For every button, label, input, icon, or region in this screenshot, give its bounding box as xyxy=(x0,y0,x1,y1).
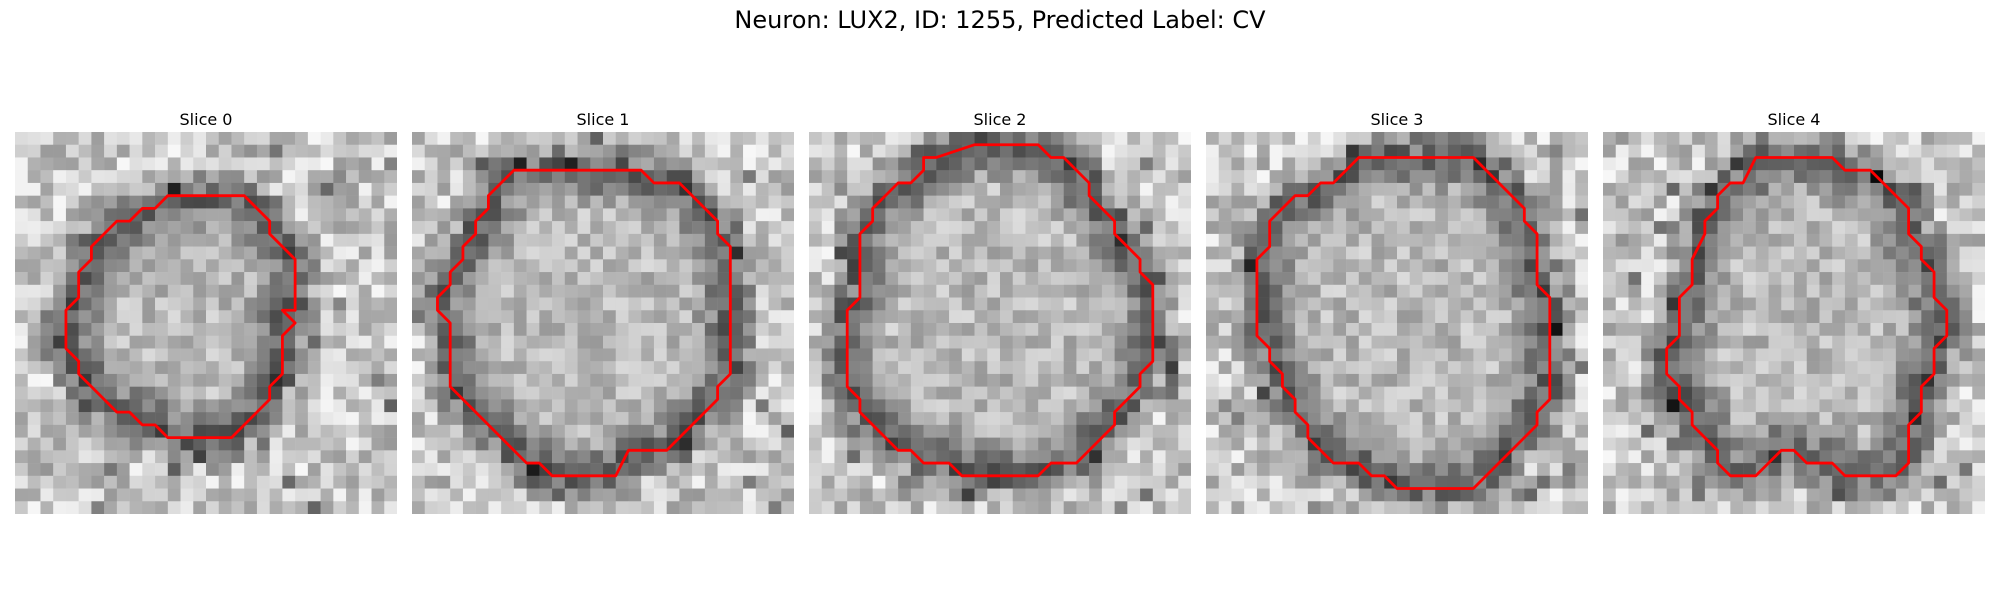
pixel-grid xyxy=(1206,132,1588,514)
slice-image-1 xyxy=(412,132,794,514)
cell-contour xyxy=(1665,156,1949,478)
slice-title-3: Slice 3 xyxy=(1370,110,1424,129)
slice-panel-0: Slice 0 xyxy=(15,108,397,514)
slice-image-0 xyxy=(15,132,397,514)
slice-title-4: Slice 4 xyxy=(1767,110,1821,129)
cell-contour xyxy=(845,143,1155,478)
slice-image-4 xyxy=(1603,132,1985,514)
pixel-grid xyxy=(1603,132,1985,514)
slice-panel-3: Slice 3 xyxy=(1206,108,1588,514)
slice-panel-4: Slice 4 xyxy=(1603,108,1985,514)
pixel-grid xyxy=(809,132,1191,514)
slice-title-0: Slice 0 xyxy=(179,110,233,129)
slice-image-3 xyxy=(1206,132,1588,514)
pixel-grid xyxy=(15,132,397,514)
cell-contour xyxy=(436,168,732,478)
slice-title-1: Slice 1 xyxy=(576,110,630,129)
pixel-grid xyxy=(412,132,794,514)
slice-panel-2: Slice 2 xyxy=(809,108,1191,514)
cell-contour xyxy=(64,194,297,440)
slice-title-2: Slice 2 xyxy=(973,110,1027,129)
cell-contour xyxy=(1255,156,1552,490)
figure-title: Neuron: LUX2, ID: 1255, Predicted Label:… xyxy=(734,6,1266,34)
slice-image-2 xyxy=(809,132,1191,514)
slice-panel-1: Slice 1 xyxy=(412,108,794,514)
